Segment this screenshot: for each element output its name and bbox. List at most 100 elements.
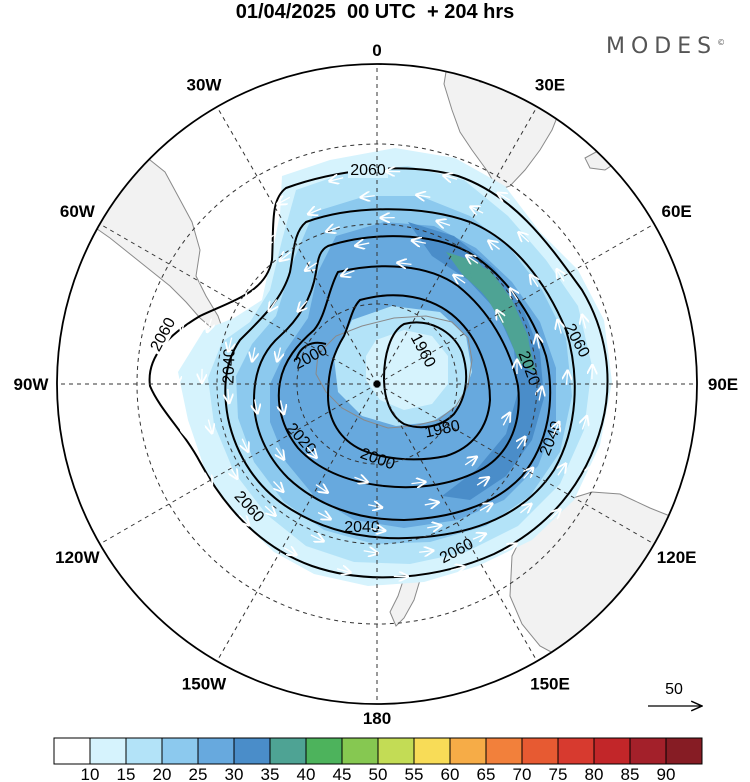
wind-vector-arrow — [558, 320, 562, 334]
pole-marker — [373, 380, 381, 388]
colorbar-swatch — [485, 737, 523, 765]
wind-vector-arrow — [424, 502, 439, 505]
longitude-labels: 0 30E 60E 90E 120E 150E 180 150W 120W 90W 60W 30W — [14, 41, 739, 728]
wind-vector-arrow — [503, 544, 516, 551]
wind-vector-arrow — [450, 567, 465, 570]
wind-vector-arrow — [184, 423, 187, 438]
wind-vector-arrow — [524, 468, 533, 479]
colorbar-swatch — [377, 737, 415, 765]
meridians — [57, 64, 697, 704]
contour-2000 — [277, 265, 520, 489]
modes-logo: MODES© — [606, 34, 725, 59]
wind-vector-arrow — [503, 413, 510, 426]
map-title: 01/04/2025 00 UTC + 204 hrs — [235, 1, 515, 23]
wind-vector-arrow — [582, 315, 586, 329]
longitude-label: 30E — [535, 75, 565, 94]
wind-vector-arrow — [252, 347, 255, 361]
colorbar-tick-label: 25 — [189, 765, 208, 782]
wind-vector-arrow — [412, 240, 426, 243]
colorbar-tick-label: 85 — [621, 765, 640, 782]
wind-vector-arrow — [519, 504, 531, 513]
wind-vector-arrow — [355, 243, 370, 246]
wind-vector-arrow — [488, 241, 501, 249]
colorbar-tick-label: 55 — [405, 765, 424, 782]
wind-vector-arrow — [466, 256, 479, 264]
colorbar: 10 15 20 25 30 35 40 45 50 55 60 65 70 75 80 85 90 — [53, 737, 703, 782]
colorbar-swatch — [233, 737, 271, 765]
colorbar-tick-label: 60 — [441, 765, 460, 782]
wind-vector-arrow — [246, 289, 253, 302]
wind-vector-arrow — [307, 446, 316, 457]
wind-vector-arrow — [607, 311, 610, 325]
wind-vector-arrow — [315, 485, 328, 493]
longitude-label: 60W — [60, 202, 96, 221]
wind-vector-arrow — [530, 275, 538, 288]
wind-vector-arrow — [182, 318, 186, 332]
wind-vector-arrow — [277, 347, 280, 362]
wind-vector-arrow — [444, 175, 458, 179]
colorbar-swatch — [665, 737, 703, 765]
wind-vector-arrow — [427, 525, 441, 527]
colorbar-tick-label: 65 — [477, 765, 496, 782]
wind-vector-arrow — [537, 335, 540, 349]
wind-vector-arrow — [411, 482, 425, 484]
colorbar-tick-label: 90 — [657, 765, 676, 782]
longitude-label: 0 — [372, 41, 381, 60]
wind-vector-arrow — [558, 464, 566, 476]
wind-vector-arrow — [419, 551, 433, 553]
wind-vector-arrow — [228, 272, 236, 285]
wind-vector-arrow — [264, 506, 275, 515]
wind-vector-arrow — [234, 228, 245, 239]
contour-label-2060-top: 2060 — [348, 160, 388, 179]
contour-1980 — [326, 294, 492, 461]
colorbar-tick-label: 15 — [117, 765, 136, 782]
wind-vector-arrow — [361, 196, 375, 198]
wind-vector-arrow — [255, 399, 258, 414]
wind-vector-arrow — [464, 457, 477, 465]
longitude-label: 180 — [363, 709, 391, 728]
wind-vector-arrow — [554, 422, 559, 436]
longitude-label: 120E — [657, 548, 697, 567]
wind-vector-arrow — [228, 388, 229, 403]
colorbar-tick-label: 10 — [81, 765, 100, 782]
copyright-mark: © — [717, 38, 726, 47]
wind-vector-arrow — [510, 289, 518, 301]
longitude-label: 90W — [14, 375, 50, 394]
colorbar-tick-label: 45 — [333, 765, 352, 782]
wind-vector-arrow — [280, 400, 283, 414]
wind-vector-arrow — [582, 263, 589, 276]
wind-vector-arrow — [336, 569, 350, 573]
wind-vectors — [177, 171, 617, 576]
longitude-label: 30W — [187, 75, 223, 94]
wind-vector-arrow — [582, 416, 586, 430]
wind-vector-arrow — [298, 300, 307, 311]
wind-vector-arrow — [519, 232, 530, 241]
meridian-line — [376, 383, 538, 662]
wind-vector-arrow — [567, 371, 568, 385]
wind-vector-arrow — [368, 505, 382, 508]
brand-name: MODES — [606, 34, 718, 59]
map-boundary — [56, 63, 698, 705]
colorbar-tick-label: 35 — [261, 765, 280, 782]
wind-vector-arrow — [330, 178, 344, 181]
colorbar-tick-label: 20 — [153, 765, 172, 782]
colorbar-swatch — [593, 737, 631, 765]
wind-vector-arrow — [207, 318, 211, 332]
wind-vector-arrow — [586, 466, 593, 479]
colorbar-swatch — [89, 737, 127, 765]
wind-vector-arrow — [417, 195, 431, 197]
wind-vector-arrow — [326, 227, 340, 232]
colorbar-tick-label: 70 — [513, 765, 532, 782]
contour-2040 — [224, 208, 576, 540]
wind-vector-arrow — [545, 223, 556, 234]
wind-vector-arrow — [498, 193, 511, 200]
wind-vector-arrow — [205, 472, 212, 485]
wind-vector-arrow — [269, 299, 277, 311]
contour-label-2040-bottom: 2040 — [344, 519, 380, 536]
wind-vector-arrow — [363, 551, 378, 553]
longitude-label: 90E — [708, 375, 738, 394]
meridian-line — [99, 223, 378, 385]
wind-vector-arrow — [437, 221, 451, 225]
contour-1960 — [382, 321, 468, 429]
wind-vector-arrow — [609, 416, 613, 430]
